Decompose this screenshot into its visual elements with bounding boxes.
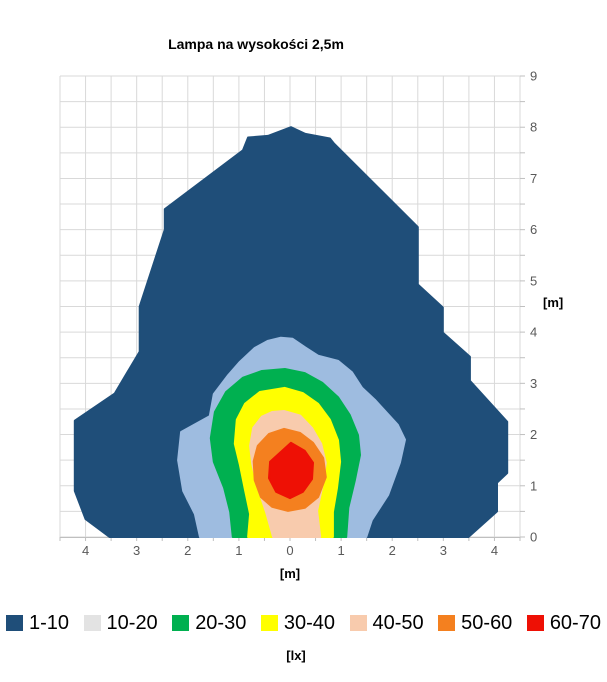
legend-label: 50-60	[461, 612, 513, 634]
x-tick-label: 4	[491, 543, 498, 558]
legend-label: 1-10	[29, 612, 70, 634]
x-tick-label: 1	[235, 543, 242, 558]
y-tick-label: 0	[530, 530, 537, 545]
y-axis-unit-label: [m]	[543, 295, 564, 310]
legend-item-50-60: 50-60	[438, 613, 512, 633]
legend-swatch	[6, 615, 23, 631]
legend-swatch	[349, 615, 367, 631]
y-tick-label: 8	[530, 120, 537, 135]
legend-item-20-30: 20-30	[172, 613, 246, 633]
y-tick-label: 2	[530, 427, 537, 442]
x-tick-label: 0	[286, 543, 293, 558]
legend-item-40-50: 40-50	[349, 612, 424, 634]
legend: 1-10 10-20 20-30 30-40 40-50 50-60 60-70	[6, 613, 601, 633]
y-tick-label: 3	[530, 376, 537, 391]
x-tick-label: 3	[440, 543, 447, 558]
legend-label: 60-70	[549, 612, 601, 634]
x-tick-label: 2	[184, 543, 191, 558]
x-tick-label: 2	[389, 543, 396, 558]
y-tick-label: 5	[530, 273, 537, 288]
chart-title: Lampa na wysokości 2,5m	[168, 36, 344, 52]
y-tick-label: 4	[530, 325, 537, 340]
legend-item-30-40: 30-40	[260, 612, 335, 634]
legend-unit-label: [lx]	[286, 648, 306, 663]
legend-label: 20-30	[195, 612, 247, 634]
legend-swatch	[83, 615, 101, 631]
legend-swatch	[260, 615, 278, 631]
x-tick-label: 4	[82, 543, 89, 558]
x-tick-label: 1	[337, 543, 344, 558]
y-tick-label: 7	[530, 171, 537, 186]
legend-item-1-10: 1-10	[6, 613, 69, 633]
y-tick-label: 9	[530, 69, 537, 84]
legend-label: 10-20	[106, 612, 158, 634]
x-tick-label: 3	[133, 543, 140, 558]
y-tick-label: 6	[530, 222, 537, 237]
x-axis-unit-label: [m]	[279, 566, 301, 581]
legend-swatch	[438, 615, 456, 631]
contour-band-60-70	[268, 441, 314, 500]
legend-item-10-20: 10-20	[83, 612, 158, 634]
legend-label: 40-50	[372, 612, 424, 634]
y-tick-label: 1	[530, 478, 537, 493]
legend-item-60-70: 60-70	[526, 612, 601, 634]
legend-swatch	[172, 615, 190, 631]
legend-swatch	[526, 615, 544, 631]
legend-label: 30-40	[283, 612, 335, 634]
